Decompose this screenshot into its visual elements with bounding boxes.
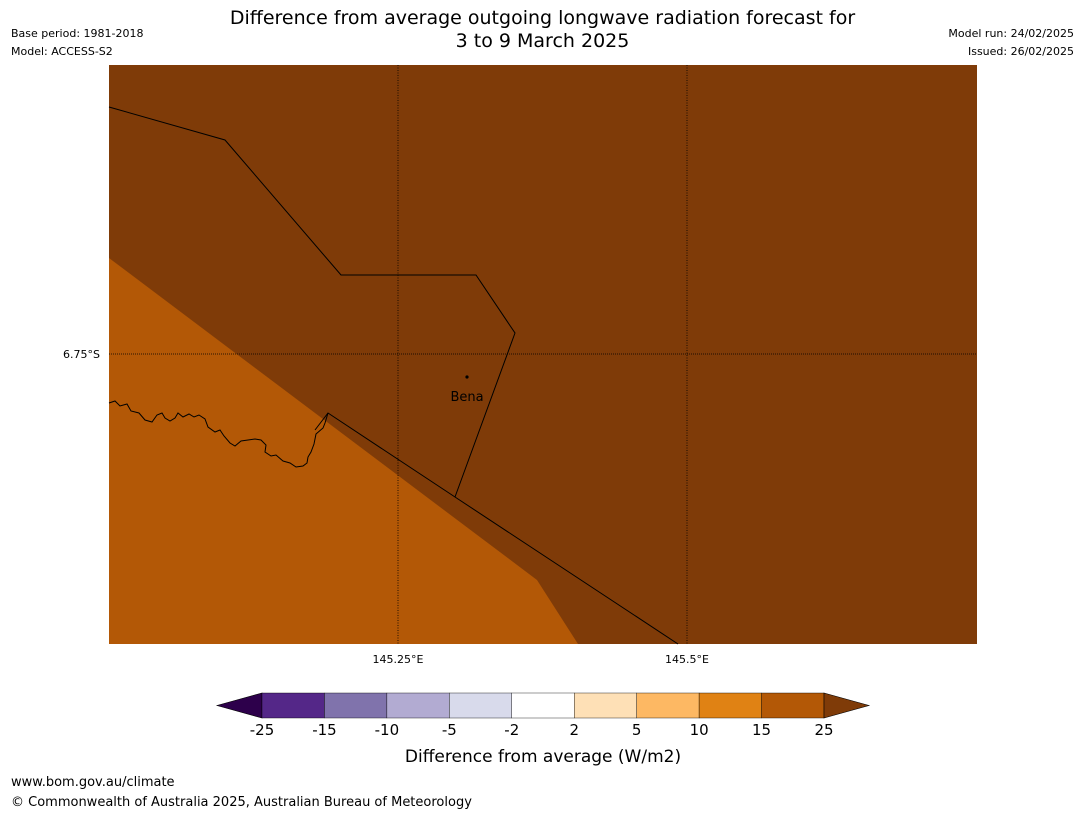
lon-tick-label-2: 145.5°E — [665, 653, 709, 666]
colorbar-segment — [261, 692, 325, 719]
colorbar-segment — [698, 692, 762, 719]
colorbar-tick-label: 2 — [569, 721, 579, 739]
base-period-text: Base period: 1981-2018 — [11, 27, 144, 40]
colorbar-segment — [761, 692, 825, 719]
region-15-to-25 — [109, 258, 578, 644]
issued-text: Issued: 26/02/2025 — [967, 45, 1074, 58]
colorbar-extend-low — [215, 692, 263, 719]
footer-url: www.bom.gov.au/climate — [11, 775, 175, 790]
title-line-1: Difference from average outgoing longwav… — [229, 7, 856, 29]
model-name-text: Model: ACCESS-S2 — [11, 45, 113, 58]
colorbar-tick-label: 25 — [814, 721, 833, 739]
colorbar-segment — [324, 692, 388, 719]
colorbar-extend-high — [823, 692, 871, 719]
colorbar-tick-label: -2 — [504, 721, 519, 739]
colorbar-tick-label: 10 — [690, 721, 709, 739]
colorbar-tick-label: -15 — [312, 721, 337, 739]
chart-title: Difference from average outgoing longwav… — [0, 7, 1085, 53]
river-line — [108, 400, 329, 468]
colorbar-segment — [386, 692, 450, 719]
colorbar-segment — [574, 692, 637, 719]
footer-copyright: © Commonwealth of Australia 2025, Austra… — [11, 795, 472, 810]
colorbar-ticks: -25 -15 -10 -5 -2 2 5 10 15 25 — [250, 721, 834, 739]
model-run-text: Model run: 24/02/2025 — [948, 27, 1074, 40]
model-info: Base period: 1981-2018 Model: ACCESS-S2 — [11, 25, 143, 61]
colorbar-tick-label: 5 — [632, 721, 642, 739]
title-line-2: 3 to 9 March 2025 — [455, 30, 630, 52]
colorbar-tick-label: -5 — [442, 721, 457, 739]
colorbar-segment — [636, 692, 700, 719]
province-boundary-south — [314, 412, 679, 645]
colorbar-segment — [449, 692, 512, 719]
bena-label: Bena — [450, 390, 483, 405]
lon-tick-label-1: 145.25°E — [373, 653, 424, 666]
province-boundary-north — [108, 106, 516, 498]
colorbar-segment — [511, 692, 575, 719]
colorbar-tick-label: -10 — [375, 721, 400, 739]
run-info: Model run: 24/02/2025 Issued: 26/02/2025 — [948, 25, 1074, 61]
forecast-map: Bena 6.75°S 145.25°E 145.5°E — [63, 65, 977, 666]
colorbar-tick-label: -25 — [250, 721, 275, 739]
lat-tick-label: 6.75°S — [63, 348, 100, 361]
bena-town-marker — [465, 375, 469, 379]
colorbar-label: Difference from average (W/m2) — [405, 747, 681, 767]
colorbar-tick-label: 15 — [752, 721, 771, 739]
colorbar-segments — [215, 692, 871, 719]
